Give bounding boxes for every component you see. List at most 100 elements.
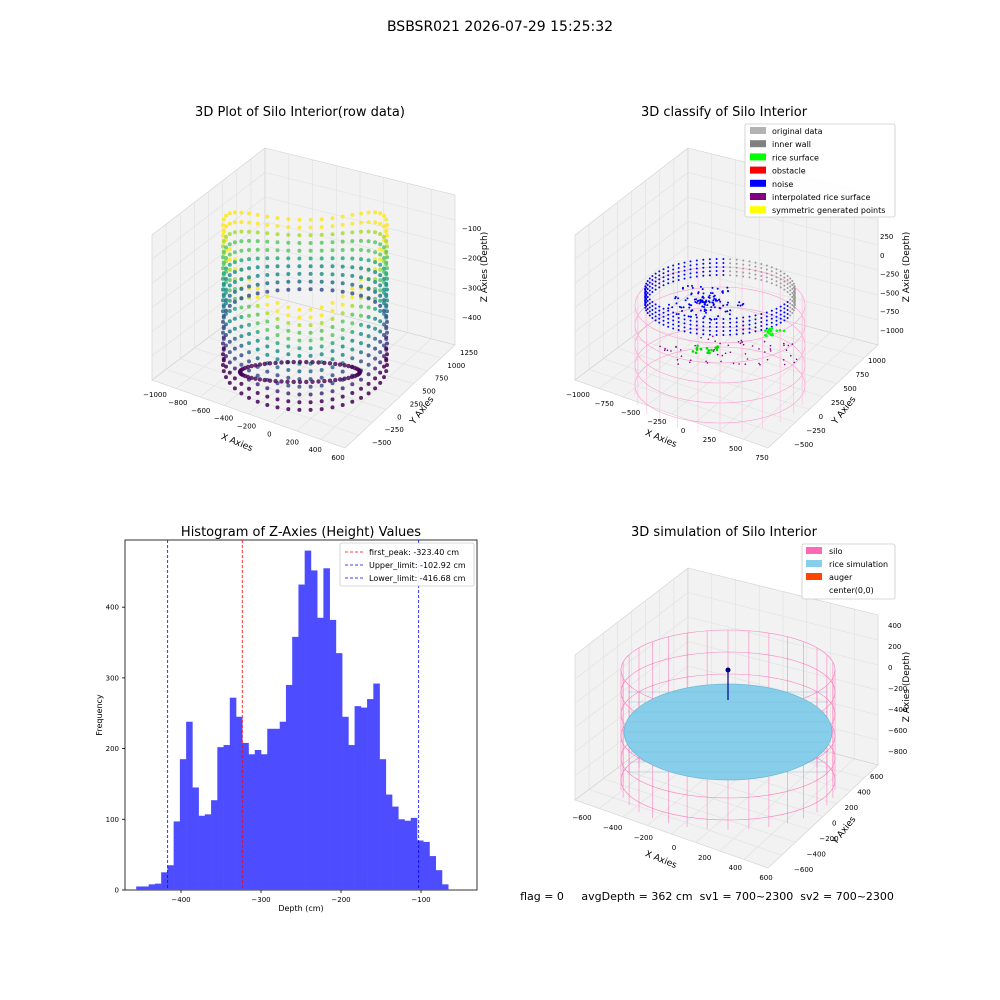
- raw-point: [256, 321, 260, 325]
- classify-point: [722, 266, 724, 268]
- raw-point: [286, 225, 290, 229]
- classify-point: [663, 280, 665, 282]
- classify-point: [788, 345, 790, 347]
- raw-point: [256, 248, 260, 252]
- classify-point: [663, 276, 665, 278]
- raw-point: [309, 280, 313, 284]
- panel-classify-title: 3D classify of Silo Interior: [641, 105, 808, 120]
- classify-point: [694, 301, 696, 303]
- histogram-bar: [280, 722, 287, 890]
- classify-point: [780, 318, 782, 320]
- raw-point: [256, 274, 260, 278]
- classify-point: [708, 352, 711, 355]
- classify-point: [709, 270, 711, 272]
- raw-point: [265, 231, 269, 235]
- raw-point: [286, 280, 290, 284]
- classify-point: [696, 329, 698, 331]
- raw-point: [228, 288, 232, 292]
- classify-point: [760, 325, 762, 327]
- raw-point: [222, 303, 226, 307]
- classify-point: [710, 306, 712, 308]
- classify-point: [663, 272, 665, 274]
- classify-point: [738, 363, 740, 365]
- raw-point: [298, 360, 302, 364]
- classify-point: [702, 259, 704, 261]
- raw-point: [373, 376, 377, 380]
- classify-point: [742, 264, 744, 266]
- classify-point: [707, 362, 709, 364]
- classify-xtick: 500: [729, 445, 742, 453]
- raw-point: [297, 264, 301, 268]
- raw-point: [328, 379, 332, 383]
- histogram-bar: [217, 747, 224, 890]
- classify-point: [675, 296, 677, 298]
- raw-point: [265, 320, 269, 324]
- raw-point: [297, 280, 301, 284]
- raw-point: [367, 239, 371, 243]
- classify-point: [780, 274, 782, 276]
- raw-point: [359, 257, 363, 261]
- classify-point: [791, 284, 793, 286]
- classify-point: [779, 329, 782, 332]
- classify-point: [649, 299, 651, 301]
- histogram-title: Histogram of Z-Axies (Height) Values: [181, 525, 421, 540]
- classify-point: [794, 297, 796, 299]
- panel-raw-title: 3D Plot of Silo Interior(row data): [195, 105, 405, 120]
- classify-point: [728, 345, 730, 347]
- classify-point: [667, 307, 669, 309]
- raw-point: [276, 349, 280, 353]
- raw-point: [247, 212, 251, 216]
- classify-point: [760, 329, 762, 331]
- raw-point: [265, 290, 269, 294]
- classify-point: [755, 326, 757, 328]
- raw-point: [297, 331, 301, 335]
- classify-point: [655, 303, 657, 305]
- classify-point: [766, 312, 768, 314]
- classify-point: [709, 330, 711, 332]
- classify-point: [708, 296, 710, 298]
- sim-xtick: 400: [729, 864, 742, 872]
- classify-point: [684, 270, 686, 272]
- classify-point: [792, 343, 794, 345]
- raw-point: [286, 249, 290, 253]
- raw-point: [247, 305, 251, 309]
- raw-point: [265, 273, 269, 277]
- classify-point: [717, 315, 719, 317]
- raw-point: [256, 291, 260, 295]
- classify-point: [726, 287, 728, 289]
- raw-point: [222, 369, 226, 373]
- classify-point: [708, 338, 710, 340]
- raw-point: [265, 345, 269, 349]
- classify-point: [694, 299, 696, 301]
- classify-point: [678, 325, 680, 327]
- histogram-bar: [192, 787, 199, 890]
- raw-point: [256, 287, 260, 291]
- classify-xtick: −1000: [566, 391, 590, 399]
- raw-point: [378, 247, 382, 251]
- classify-point: [719, 343, 721, 345]
- classify-point: [696, 333, 698, 335]
- raw-point: [341, 223, 345, 227]
- raw-point: [268, 379, 272, 383]
- histogram-bar: [261, 754, 268, 890]
- raw-point: [265, 353, 269, 357]
- raw-point: [247, 314, 251, 318]
- classify-point: [787, 313, 789, 315]
- raw-point: [297, 315, 301, 319]
- raw-point: [384, 303, 388, 307]
- raw-point: [359, 359, 363, 363]
- histogram-xtick-label: −200: [331, 896, 350, 904]
- classify-point: [759, 364, 761, 366]
- classify-point: [726, 304, 728, 306]
- raw-point: [359, 266, 363, 270]
- raw-point: [331, 405, 335, 409]
- classify-point: [741, 340, 743, 342]
- classify-point: [710, 309, 712, 311]
- classify-point: [655, 289, 657, 291]
- raw-point: [276, 232, 280, 236]
- classify-legend: original datainner wallrice surfaceobsta…: [745, 124, 895, 217]
- raw-point: [239, 306, 243, 310]
- raw-point: [309, 249, 313, 253]
- raw-point: [373, 347, 377, 351]
- raw-point: [309, 287, 313, 291]
